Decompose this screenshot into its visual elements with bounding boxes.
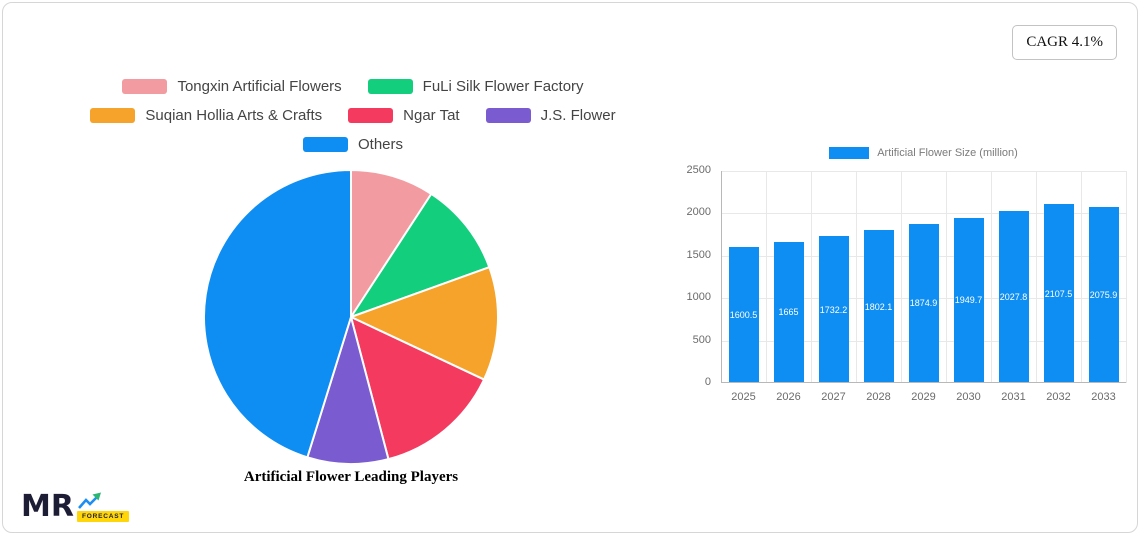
bar-2026: 1665: [773, 241, 804, 383]
x-axis-label: 2026: [776, 391, 801, 403]
legend-swatch-icon: [302, 136, 348, 152]
logo-forecast-label: FORECAST: [76, 511, 130, 522]
bar-2033: 2075.9: [1088, 206, 1119, 383]
x-axis-label: 2030: [956, 391, 981, 403]
legend-label: Others: [357, 135, 403, 153]
logo-right-block: FORECAST: [76, 492, 130, 522]
gridline: [856, 171, 857, 383]
bar-value-label: 1802.1: [864, 301, 893, 312]
pie-slice-tongxin-artificial-flowers: [350, 169, 433, 318]
gridline: [721, 171, 1126, 172]
y-axis-tick-label: 1000: [686, 291, 711, 304]
legend-swatch-icon: [367, 78, 413, 94]
pie-legend-row: Suqian Hollia Arts & Crafts Ngar Tat J.S. …: [43, 104, 663, 126]
pie-legend: Tongxin Artificial Flowers FuLi Silk Flow…: [43, 75, 663, 162]
bar-2029: 1874.9: [908, 224, 939, 383]
pie-legend-item-tongxin-artificial-flowers[interactable]: Tongxin Artificial Flowers: [122, 77, 342, 95]
pie-chart: [202, 169, 499, 465]
x-axis-label: 2032: [1046, 391, 1071, 403]
pie-chart-title: Artificial Flower Leading Players: [243, 469, 459, 485]
bar-value-label: 2107.5: [1044, 288, 1073, 299]
gridline: [1126, 171, 1127, 383]
gridline: [1081, 171, 1082, 383]
pie-legend-row: Others: [43, 133, 663, 155]
gridline: [991, 171, 992, 383]
legend-label: Suqian Hollia Arts & Crafts: [145, 106, 323, 124]
x-axis-label: 2025: [731, 391, 756, 403]
legend-swatch-icon: [485, 107, 531, 123]
gridline: [766, 171, 767, 383]
pie-legend-item-ngar-tat[interactable]: Ngar Tat: [348, 106, 460, 124]
pie-legend-row: Tongxin Artificial Flowers FuLi Silk Flow…: [43, 75, 663, 97]
gridline: [721, 213, 1126, 215]
x-axis-label: 2033: [1091, 391, 1116, 403]
bar-2032: 2107.5: [1043, 204, 1074, 383]
pie-slice-others: [202, 169, 352, 459]
gridline: [901, 171, 902, 383]
gridline: [721, 171, 722, 383]
legend-swatch-icon: [122, 78, 168, 94]
pie-slice-fuli-silk-flower-factory: [350, 192, 491, 318]
pie-slice-j-s-flower: [306, 316, 390, 465]
y-axis-tick-label: 1500: [686, 248, 711, 261]
cagr-badge: CAGR 4.1%: [1012, 25, 1117, 60]
x-axis-label: 2027: [821, 391, 846, 403]
mr-forecast-logo: MR FORECAST: [21, 489, 130, 524]
pie-legend-item-j-s-flower[interactable]: J.S. Flower: [485, 106, 616, 124]
gridline: [946, 171, 947, 383]
bar-legend-label: Artificial Flower Size (million): [877, 147, 1018, 159]
bar-value-label: 1665: [778, 307, 799, 318]
bar-2031: 2027.8: [998, 211, 1029, 383]
legend-label: FuLi Silk Flower Factory: [422, 77, 584, 95]
legend-swatch-icon: [90, 107, 136, 123]
bar-value-label: 1949.7: [954, 295, 983, 306]
x-axis-label: 2029: [911, 391, 936, 403]
gridline: [811, 171, 812, 383]
bar-value-label: 2075.9: [1089, 289, 1118, 300]
legend-label: J.S. Flower: [540, 106, 616, 124]
logo-text: MR: [21, 489, 74, 524]
bar-value-label: 1874.9: [909, 298, 938, 309]
cagr-label: CAGR 4.1%: [1026, 34, 1103, 50]
pie-legend-item-suqian-hollia-arts-crafts[interactable]: Suqian Hollia Arts & Crafts: [90, 107, 322, 124]
pie-legend-item-fuli-silk-flower-factory[interactable]: FuLi Silk Flower Factory: [367, 77, 584, 95]
pie-slice-suqian-hollia-arts-crafts: [350, 266, 499, 381]
y-axis-tick-label: 0: [704, 376, 711, 388]
y-axis-tick-label: 500: [692, 333, 711, 346]
bar-2028: 1802.1: [863, 230, 894, 383]
bar-value-label: 2027.8: [999, 292, 1028, 302]
y-axis-tick-label: 2000: [686, 206, 711, 219]
x-axis-label: 2031: [1001, 391, 1026, 403]
legend-swatch-icon: [348, 107, 394, 123]
bar-chart: Artificial Flower Size (million) 0 500 100…: [663, 145, 1140, 445]
pie-legend-item-others[interactable]: Others: [302, 135, 403, 153]
pie-slice-ngar-tat: [350, 316, 486, 461]
bar-2027: 1732.2: [818, 236, 849, 383]
bar-value-label: 1732.2: [819, 304, 848, 315]
gridline: [1036, 171, 1037, 383]
bar-2030: 1949.7: [953, 217, 984, 383]
bar-chart-legend[interactable]: Artificial Flower Size (million): [721, 147, 1126, 159]
x-axis-label: 2028: [866, 391, 891, 403]
legend-label: Tongxin Artificial Flowers: [177, 77, 342, 95]
bar-legend-swatch-icon: [829, 147, 870, 159]
bar-value-label: 1600.5: [729, 310, 758, 321]
trending-up-icon: [77, 492, 101, 509]
y-axis-tick-label: 2500: [686, 164, 711, 176]
legend-label: Ngar Tat: [403, 106, 460, 124]
bar-2025: 1600.5: [728, 247, 759, 383]
